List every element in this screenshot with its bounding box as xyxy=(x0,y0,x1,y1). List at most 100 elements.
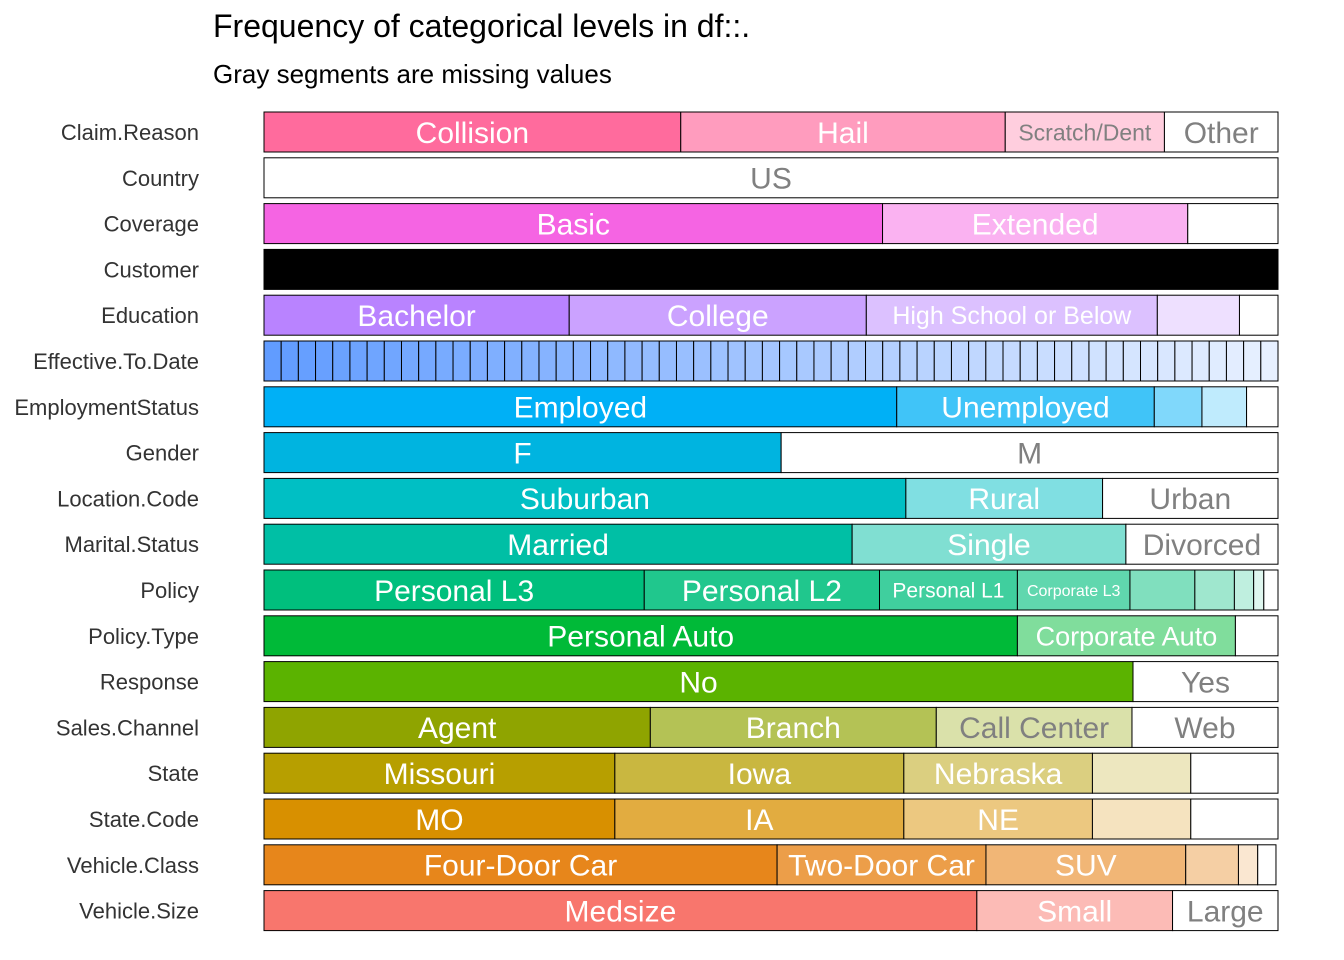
bar-segment-effective-to-date-18 xyxy=(572,340,592,382)
segment-label-claim-reason-1: Hail xyxy=(817,117,869,150)
bar-segment-effective-to-date-43 xyxy=(1002,340,1021,382)
bar-segment-location-code-2 xyxy=(1102,477,1279,519)
segment-label-gender-1: M xyxy=(1017,437,1042,470)
segment-label-coverage-1: Extended xyxy=(972,208,1099,241)
bar-segment-marital-status-0 xyxy=(263,523,853,565)
bar-segment-effective-to-date-41 xyxy=(968,340,987,382)
y-tick-label-employmentstatus: EmploymentStatus xyxy=(14,395,199,420)
segment-label-sales-channel-0: Agent xyxy=(418,712,497,745)
bar-segment-effective-to-date-23 xyxy=(658,340,677,382)
segment-label-state-0: Missouri xyxy=(384,758,496,791)
bar-segment-gender-0 xyxy=(263,432,782,474)
bar-segment-education-0 xyxy=(263,294,570,336)
bar-segment-country-0 xyxy=(263,157,1279,199)
bar-segment-vehicle-size-2 xyxy=(1172,890,1279,932)
bar-segment-vehicle-size-0 xyxy=(263,890,978,932)
segment-label-sales-channel-2: Call Center xyxy=(959,712,1109,745)
bar-segment-policy-7 xyxy=(1253,569,1265,611)
segment-label-location-code-0: Suburban xyxy=(520,483,650,516)
y-tick-label-vehicle-class: Vehicle.Class xyxy=(67,853,199,878)
bar-segment-state-code-3 xyxy=(1091,798,1192,840)
bar-segment-claim-reason-3 xyxy=(1163,111,1279,153)
bar-segment-vehicle-class-5 xyxy=(1257,844,1277,886)
segment-label-sales-channel-3: Web xyxy=(1174,712,1235,745)
bar-segment-effective-to-date-38 xyxy=(916,340,935,382)
bar-segment-effective-to-date-2 xyxy=(297,340,317,382)
bar-segment-education-4 xyxy=(1238,294,1279,336)
bar-segment-effective-to-date-12 xyxy=(469,340,488,382)
bar-segment-effective-to-date-1 xyxy=(280,340,299,382)
bar-segment-effective-to-date-20 xyxy=(607,340,626,382)
bar-segment-effective-to-date-26 xyxy=(710,340,729,382)
bar-segment-policy-type-2 xyxy=(1234,615,1279,657)
y-tick-label-state-code: State.Code xyxy=(89,807,199,832)
bar-segment-effective-to-date-57 xyxy=(1243,340,1262,382)
bar-segment-effective-to-date-34 xyxy=(847,340,867,382)
segment-label-state-code-2: NE xyxy=(977,804,1019,837)
bar-segment-state-code-2 xyxy=(903,798,1093,840)
y-tick-label-sales-channel: Sales.Channel xyxy=(56,715,199,740)
y-tick-label-policy: Policy xyxy=(140,578,199,603)
bar-segment-vehicle-class-4 xyxy=(1237,844,1259,886)
bar-segment-coverage-0 xyxy=(263,203,884,245)
segment-label-state-code-1: IA xyxy=(745,804,773,837)
y-tick-label-coverage: Coverage xyxy=(104,212,199,237)
bar-segment-policy-8 xyxy=(1263,569,1279,611)
bar-segment-education-3 xyxy=(1156,294,1240,336)
bar-segment-coverage-1 xyxy=(882,203,1189,245)
bar-segment-effective-to-date-52 xyxy=(1157,340,1176,382)
bar-segment-claim-reason-0 xyxy=(263,111,682,153)
bar-segment-coverage-2 xyxy=(1187,203,1279,245)
bar-segment-effective-to-date-9 xyxy=(418,340,437,382)
bar-segment-effective-to-date-50 xyxy=(1122,340,1142,382)
y-tick-label-customer: Customer xyxy=(104,257,199,282)
segment-label-claim-reason-2: Scratch/Dent xyxy=(1018,119,1152,145)
y-tick-label-state: State xyxy=(148,761,199,786)
bar-segment-effective-to-date-4 xyxy=(332,340,351,382)
segment-label-state-code-0: MO xyxy=(415,804,463,837)
bar-segment-state-4 xyxy=(1190,752,1279,794)
bar-segment-effective-to-date-0 xyxy=(263,340,282,382)
bar-segment-effective-to-date-44 xyxy=(1019,340,1038,382)
bar-segment-policy-6 xyxy=(1233,569,1255,611)
bar-segment-state-code-0 xyxy=(263,798,616,840)
bar-segment-state-0 xyxy=(263,752,616,794)
bar-segment-effective-to-date-16 xyxy=(538,340,557,382)
segment-label-vehicle-size-2: Large xyxy=(1187,895,1264,928)
segment-label-claim-reason-0: Collision xyxy=(416,117,529,150)
bar-segment-response-0 xyxy=(263,661,1134,703)
y-tick-label-marital-status: Marital.Status xyxy=(65,532,200,557)
bar-segment-effective-to-date-42 xyxy=(985,340,1004,382)
segment-label-education-2: High School or Below xyxy=(892,302,1132,330)
bar-segment-effective-to-date-30 xyxy=(779,340,798,382)
bar-segment-education-2 xyxy=(865,294,1158,336)
bar-segment-effective-to-date-35 xyxy=(865,340,884,382)
bar-segment-policy-type-1 xyxy=(1016,615,1236,657)
bar-segment-effective-to-date-3 xyxy=(315,340,334,382)
bar-segment-effective-to-date-51 xyxy=(1140,340,1159,382)
segment-label-country-0: US xyxy=(750,163,792,196)
y-tick-label-country: Country xyxy=(122,166,199,191)
bar-segment-effective-to-date-17 xyxy=(555,340,574,382)
bar-segment-effective-to-date-11 xyxy=(452,340,471,382)
chart-subtitle: Gray segments are missing values xyxy=(213,59,612,89)
segment-label-sales-channel-1: Branch xyxy=(746,712,841,745)
segment-label-vehicle-size-0: Medsize xyxy=(565,895,677,928)
bar-segment-policy-5 xyxy=(1194,569,1235,611)
bar-segment-effective-to-date-13 xyxy=(486,340,506,382)
bar-segment-vehicle-class-3 xyxy=(1185,844,1239,886)
y-tick-label-response: Response xyxy=(100,670,199,695)
bar-segment-effective-to-date-33 xyxy=(830,340,849,382)
bar-segment-state-1 xyxy=(614,752,905,794)
bar-segment-effective-to-date-31 xyxy=(796,340,815,382)
bar-segment-sales-channel-1 xyxy=(649,706,937,748)
bar-segment-effective-to-date-48 xyxy=(1088,340,1107,382)
bar-segment-effective-to-date-55 xyxy=(1208,340,1227,382)
bar-segment-sales-channel-0 xyxy=(263,706,651,748)
bar-segment-effective-to-date-19 xyxy=(590,340,609,382)
bar-segment-policy-3 xyxy=(1016,569,1131,611)
bar-segment-effective-to-date-7 xyxy=(383,340,402,382)
bar-segment-effective-to-date-28 xyxy=(744,340,763,382)
segment-label-marital-status-0: Married xyxy=(507,529,609,562)
